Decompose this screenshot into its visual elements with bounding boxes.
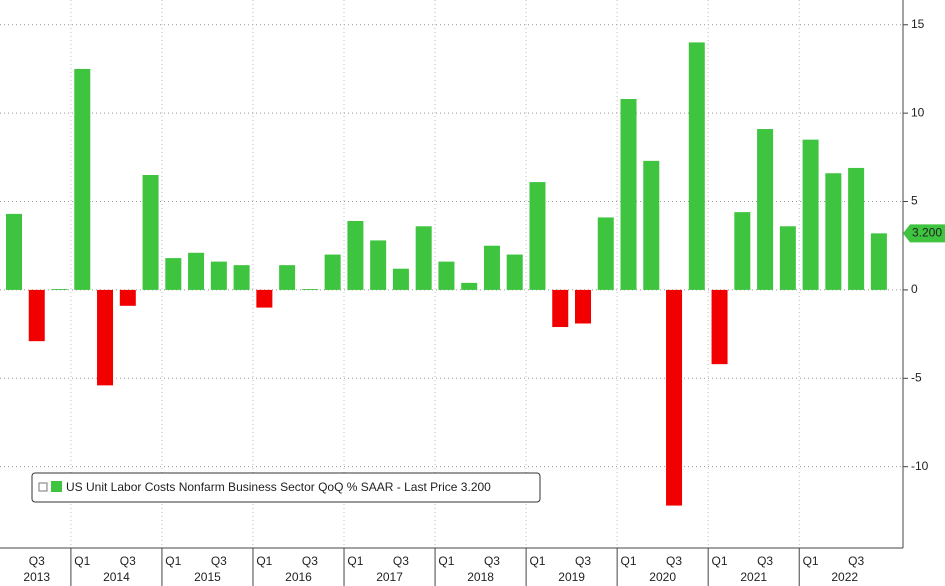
- bar: [256, 289, 273, 308]
- bar: [6, 213, 22, 290]
- x-tick-label: Q1: [347, 554, 363, 568]
- bar: [825, 173, 842, 290]
- last-price-tag: [903, 224, 945, 243]
- bar: [870, 233, 887, 290]
- x-tick-label: Q1: [256, 554, 272, 568]
- y-tick-label: 0: [911, 282, 918, 296]
- bar: [165, 258, 182, 290]
- year-label: 2019: [558, 570, 585, 584]
- bar: [597, 217, 614, 290]
- bar: [666, 289, 683, 506]
- bar: [643, 160, 660, 290]
- bar: [575, 289, 591, 324]
- legend-box: [31, 472, 541, 503]
- y-tick-label: -5: [911, 370, 922, 384]
- x-tick-label: Q3: [848, 554, 864, 568]
- bar: [51, 289, 68, 290]
- bar: [461, 282, 478, 290]
- x-tick-label: Q1: [165, 554, 181, 568]
- bar: [301, 289, 318, 290]
- bar: [392, 268, 409, 290]
- legend-label: US Unit Labor Costs Nonfarm Business Sec…: [66, 480, 491, 494]
- bar: [97, 289, 114, 386]
- x-tick-label: Q3: [575, 554, 591, 568]
- bar: [734, 212, 751, 290]
- bar: [506, 254, 523, 290]
- year-label: 2016: [285, 570, 312, 584]
- x-tick-label: Q1: [621, 554, 637, 568]
- bar: [711, 289, 728, 365]
- bar: [74, 68, 91, 290]
- bar: [552, 289, 569, 328]
- x-tick-label: Q1: [712, 554, 728, 568]
- x-tick-label: Q3: [120, 554, 136, 568]
- year-label: 2018: [467, 570, 494, 584]
- x-tick-label: Q3: [393, 554, 409, 568]
- x-tick-label: Q3: [484, 554, 500, 568]
- bar: [620, 98, 637, 290]
- year-label: 2013: [23, 570, 50, 584]
- bar: [757, 129, 774, 290]
- bar: [848, 167, 865, 290]
- year-label: 2015: [194, 570, 221, 584]
- legend-icon: [38, 482, 48, 492]
- bar: [279, 265, 296, 290]
- x-tick-label: Q1: [529, 554, 545, 568]
- x-tick-label: Q3: [302, 554, 318, 568]
- x-tick-label: Q3: [757, 554, 773, 568]
- x-tick-label: Q3: [29, 554, 45, 568]
- last-price-label: 3.200: [912, 226, 942, 240]
- bar: [688, 42, 705, 290]
- bar: [779, 226, 796, 290]
- year-label: 2014: [103, 570, 130, 584]
- bar: [233, 265, 250, 290]
- year-label: 2022: [831, 570, 858, 584]
- legend-swatch: [51, 481, 62, 492]
- y-tick-label: 5: [911, 194, 918, 208]
- x-tick-label: Q1: [438, 554, 454, 568]
- bar: [347, 220, 364, 290]
- bar: [483, 245, 500, 290]
- year-label: 2020: [649, 570, 676, 584]
- bar: [210, 261, 227, 290]
- x-tick-label: Q3: [666, 554, 682, 568]
- bar: [142, 175, 159, 290]
- bar: [415, 226, 432, 290]
- year-label: 2017: [376, 570, 403, 584]
- x-tick-label: Q1: [74, 554, 90, 568]
- year-label: 2021: [740, 570, 767, 584]
- bar: [28, 289, 45, 342]
- y-tick-label: -10: [911, 459, 929, 473]
- bar: [370, 240, 387, 290]
- x-tick-label: Q1: [803, 554, 819, 568]
- bar: [188, 252, 205, 290]
- bar: [324, 254, 341, 290]
- bar: [438, 261, 455, 290]
- bar: [119, 289, 136, 306]
- x-tick-label: Q3: [211, 554, 227, 568]
- bar: [802, 139, 819, 290]
- y-tick-label: 10: [911, 105, 925, 119]
- bar: [529, 182, 546, 290]
- y-tick-label: 15: [911, 17, 925, 31]
